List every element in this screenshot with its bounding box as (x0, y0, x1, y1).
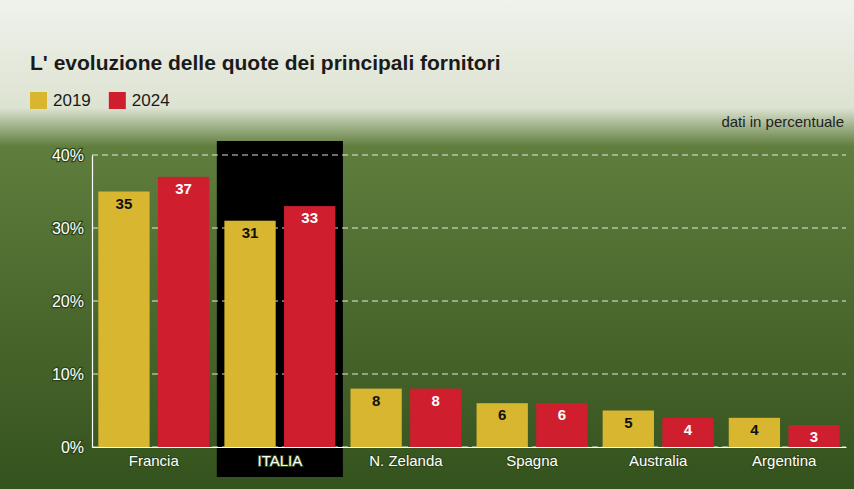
bar (729, 418, 780, 447)
legend-swatch (30, 92, 47, 109)
bar (477, 403, 528, 447)
title: L' evoluzione delle quote dei principali… (30, 51, 501, 74)
y-tick: 20% (52, 293, 92, 310)
y-tick-label: 10% (52, 366, 84, 383)
bar (662, 418, 713, 447)
data-labels: 35 31 8 6 5 4 37 33 8 6 4 3 (116, 180, 819, 445)
y-tick: 40% (52, 147, 92, 164)
bar (536, 403, 587, 447)
legend-swatch (109, 92, 126, 109)
x-axis: Francia ITALIA N. Zelanda Spagna Australia Ar… (93, 448, 847, 469)
chart: 35318654373386430%10%20%30%40%FranciaITA… (0, 0, 854, 489)
data-label: 8 (372, 392, 380, 409)
y-axis-line (92, 156, 93, 448)
bar (98, 192, 149, 448)
x-tick-label: N. Zelanda (369, 452, 443, 469)
x-tick: Australia (629, 452, 688, 469)
bar (350, 389, 401, 447)
bar (224, 221, 275, 447)
data-label: 6 (558, 406, 566, 423)
y-tick-label: 20% (52, 293, 84, 310)
bar (284, 206, 335, 447)
data-label: 3 (810, 428, 818, 445)
legend-label: 2024 (132, 91, 170, 110)
y-tick: 30% (52, 220, 92, 237)
x-tick: Spagna (506, 452, 558, 469)
x-tick-label: Argentina (752, 452, 817, 469)
data-label: 4 (684, 421, 693, 438)
y-axis: 0% 10% 20% 30% 40% (52, 147, 93, 456)
y-tick-label: 30% (52, 220, 84, 237)
x-tick: ITALIA (257, 452, 302, 469)
highlight-box (217, 141, 343, 477)
data-label: 6 (498, 406, 506, 423)
data-label: 35 (116, 195, 133, 212)
y-tick-label: 40% (52, 147, 84, 164)
data-label: 8 (432, 392, 440, 409)
y-tick-label: 0% (61, 439, 84, 456)
bars (98, 177, 839, 447)
data-label: 31 (242, 224, 259, 241)
data-label: 4 (750, 421, 759, 438)
x-tick-label: Spagna (506, 452, 558, 469)
data-label: 33 (301, 209, 318, 226)
y-axis-title: dati in percentuale (721, 113, 844, 130)
x-tick-label: ITALIA (257, 452, 302, 469)
x-tick: Argentina (752, 452, 817, 469)
x-tick-label: Australia (629, 452, 688, 469)
bar (788, 425, 839, 447)
x-tick-label: Francia (129, 452, 180, 469)
y-tick: 0% (61, 439, 92, 456)
grid-line (92, 154, 846, 155)
bar (410, 389, 461, 447)
x-tick: N. Zelanda (369, 452, 443, 469)
x-axis-line (93, 447, 847, 448)
data-label: 37 (175, 180, 192, 197)
bar (603, 411, 654, 448)
legend: 2019 2024 (30, 91, 170, 110)
grid (92, 155, 846, 447)
legend-label: 2019 (53, 91, 91, 110)
background (0, 0, 854, 489)
bar (158, 177, 209, 447)
y-tick: 10% (52, 366, 92, 383)
x-tick: Francia (129, 452, 180, 469)
data-label: 5 (624, 414, 632, 431)
